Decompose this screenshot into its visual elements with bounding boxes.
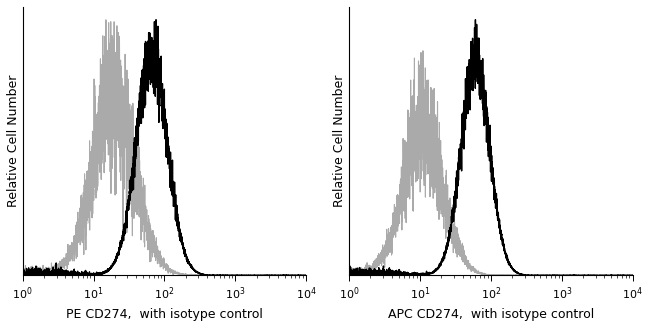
Y-axis label: Relative Cell Number: Relative Cell Number: [7, 75, 20, 207]
Y-axis label: Relative Cell Number: Relative Cell Number: [333, 75, 346, 207]
X-axis label: PE CD274,  with isotype control: PE CD274, with isotype control: [66, 308, 263, 321]
X-axis label: APC CD274,  with isotype control: APC CD274, with isotype control: [388, 308, 594, 321]
